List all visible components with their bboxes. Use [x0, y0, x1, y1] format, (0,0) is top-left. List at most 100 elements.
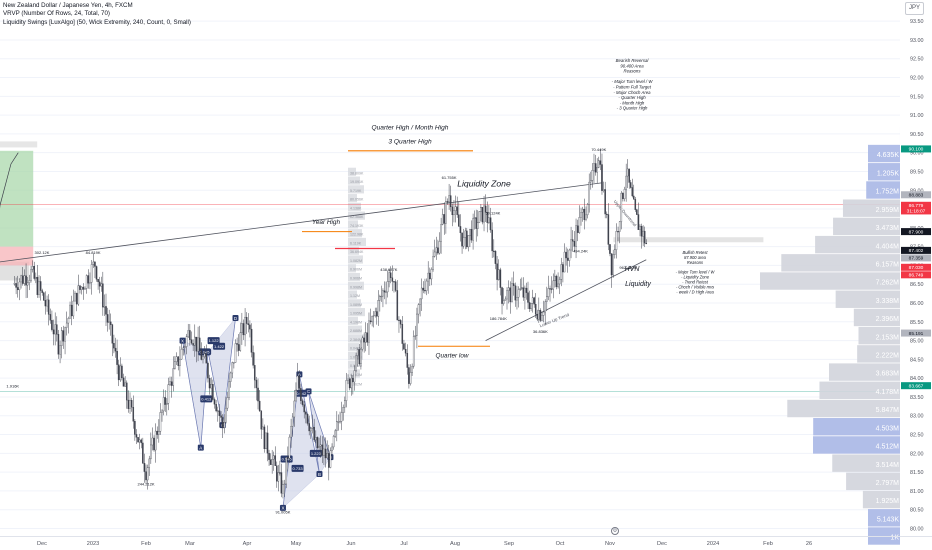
candle-body: [51, 320, 53, 330]
candle-body: [472, 218, 474, 241]
candle-body: [205, 353, 208, 364]
pattern-point-marker: [279, 504, 286, 511]
volume-bar: [819, 381, 900, 400]
volume-bar-label: 4.635K: [877, 152, 900, 159]
indicator-vrvp[interactable]: VRVP (Number Of Rows, 24, Total, 70): [3, 10, 110, 18]
indicator-liquidity-swings[interactable]: Liquidity Swings [LuxAlgo] (50, Wick Ext…: [3, 18, 191, 26]
time-tick-label: Jun: [346, 541, 355, 547]
candle-body: [65, 322, 68, 328]
candle-body: [481, 207, 484, 223]
candle-body: [521, 287, 523, 289]
bearish-note-line: - Month High: [620, 100, 645, 105]
candle-body: [303, 404, 305, 413]
candle-body: [499, 269, 502, 288]
candle-body: [340, 412, 343, 422]
candle-body: [623, 188, 626, 200]
candle-body: [456, 206, 458, 215]
chart-settings-icon[interactable]: ⚙: [611, 527, 619, 535]
volume-bar-label: 2.222M: [876, 353, 900, 360]
candle-body: [380, 295, 383, 298]
candle-body: [536, 314, 539, 320]
candle-body: [590, 180, 592, 183]
candle-body: [425, 280, 428, 291]
candle-body: [454, 206, 457, 211]
candle-body: [200, 350, 203, 360]
swing-volume-label: 91.005K: [276, 509, 291, 514]
candle-body: [453, 210, 455, 216]
price-tick-label: 90.50: [910, 132, 924, 138]
candle-body: [337, 421, 340, 423]
price-tick-label: 84.50: [910, 357, 924, 363]
candle-body: [84, 288, 86, 290]
candle-body: [586, 204, 589, 216]
swing-volume-label: 186.784K: [490, 316, 507, 321]
candle-body: [197, 337, 199, 352]
candle-body: [342, 407, 344, 413]
candle-body: [231, 362, 234, 374]
time-tick-label: Feb: [763, 541, 773, 547]
harmonic-patterns: XABCD0.8451.1220.4131.422XABCD0.9420.546…: [179, 315, 334, 511]
volume-bar-label: 1.925M: [876, 498, 900, 505]
candle-body: [184, 346, 186, 349]
price-axis[interactable]: 93.50 93.00 92.50 92.00 91.50 91.00 90.50 90.00…: [900, 0, 932, 550]
candle-body: [620, 192, 623, 223]
volume-bar: [857, 345, 900, 363]
price-tick-label: 90.00: [910, 151, 924, 157]
candle-body: [580, 212, 582, 218]
candle-body: [386, 281, 389, 293]
left-volume-profile: 38.809K 19.091K 5.719K 80.056K 4.138K 62.388K…: [348, 167, 366, 387]
symbol-title[interactable]: New Zealand Dollar / Japanese Yen, 4h, F…: [3, 2, 133, 9]
time-axis[interactable]: Dec 2023 Feb Mar Apr May Jun Jul Aug Sep Oct Nov Dec…: [0, 536, 932, 548]
candle-body: [245, 316, 248, 324]
candle-body: [539, 310, 542, 321]
candle-body: [571, 239, 574, 242]
ratio-label: 0.546: [282, 457, 293, 462]
bearish-note-line: - Pattern Full Target: [613, 85, 652, 90]
candle-body: [180, 348, 183, 360]
candle-body: [328, 453, 330, 468]
candle-body: [108, 321, 110, 323]
candle-body: [369, 320, 372, 323]
price-label-bg: [901, 246, 931, 254]
candle-body: [315, 437, 317, 441]
currency-button[interactable]: JPY: [905, 2, 924, 15]
swing-volume-label: 1.916K: [6, 384, 19, 389]
candle-body: [167, 384, 170, 404]
candle-body: [20, 275, 22, 283]
candle-body: [399, 320, 402, 325]
ratio-badge: [291, 464, 304, 472]
pattern-point-label: C: [307, 389, 311, 394]
swing-volume-label: 438.687K: [380, 267, 397, 272]
price-label: 85.191: [909, 331, 924, 337]
left-vp-bar: [348, 185, 364, 194]
bullish-note-line: - Major Turn level / W: [676, 270, 716, 275]
candle-body: [16, 287, 19, 291]
candle-body: [244, 316, 246, 336]
volume-bar-label: 3.338M: [876, 298, 900, 305]
time-tick-label: 2024: [707, 541, 719, 547]
quarter-high-sublabel: 3 Quarter High: [388, 138, 432, 145]
candle-body: [311, 426, 314, 429]
stop-box: [0, 246, 34, 266]
candle-body: [80, 286, 83, 290]
candle-body: [102, 283, 104, 308]
candle-body: [475, 217, 477, 229]
candle-body: [364, 332, 367, 343]
candle-body: [525, 287, 528, 293]
bearish-note-line: 90.400 Area: [620, 63, 644, 68]
candle-body: [229, 372, 232, 382]
volume-bar: [787, 399, 900, 418]
candle-body: [622, 192, 624, 200]
candle-body: [116, 351, 118, 365]
left-vp-label: 122.98K: [350, 233, 364, 237]
zone-boxes: [0, 141, 900, 281]
candle-body: [41, 290, 43, 293]
price-label: 31:18:07: [907, 209, 926, 215]
candle-body: [282, 484, 284, 494]
candle-body: [632, 195, 635, 200]
candle-body: [438, 241, 441, 254]
bullish-note-line: - week / D High Area: [676, 289, 714, 294]
candle-body: [228, 381, 230, 398]
candle-body: [119, 365, 122, 381]
